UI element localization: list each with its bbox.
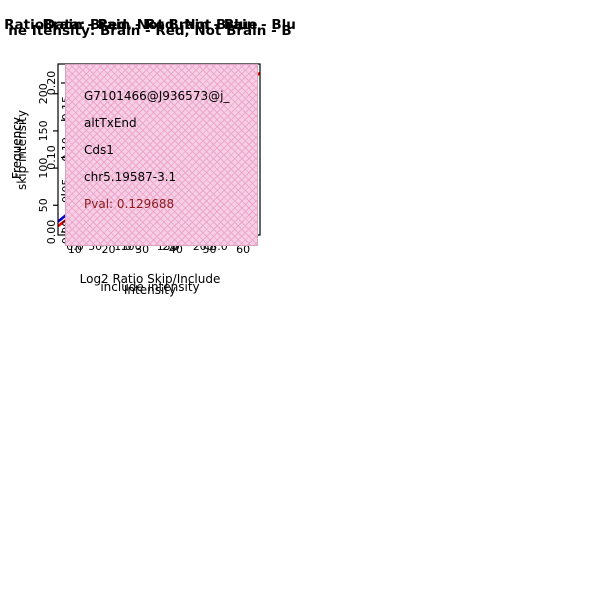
ratio-histogram-title-text: RatioData: Brain - Red, Not Brain - Blu [4, 17, 296, 33]
scatter-title: Brain - Red, Not Brain - Blue [0, 17, 300, 33]
info-box: G7101466@J936573@j_ altTxEnd Cds1 chr5.1… [65, 64, 258, 246]
svg-text:50: 50 [203, 243, 217, 256]
intensity-histogram-title: ne Itensity: Brain - Red, Not Brain - B [0, 23, 300, 39]
svg-text:150: 150 [37, 120, 50, 141]
svg-text:200: 200 [37, 83, 50, 104]
svg-text:0.0: 0.0 [66, 240, 84, 253]
svg-text:30: 30 [135, 243, 149, 256]
svg-text:60: 60 [236, 243, 250, 256]
intensity-histogram-title-text: ne Itensity: Brain - Red, Not Brain - B [8, 23, 292, 39]
intensity-histogram-xlabel: Intensity [123, 283, 177, 297]
info-box-pval: Pval: 0.129688 [84, 197, 175, 211]
scatter-title-text: Brain - Red, Not Brain - Blue [42, 17, 258, 33]
info-line-gene: Cds1 [84, 143, 114, 157]
info-line-locus: chr5.19587-3.1 [84, 170, 177, 184]
info-line-probe-id: G7101466@J936573@j_ [84, 89, 230, 103]
svg-text:0.05: 0.05 [60, 178, 73, 203]
svg-text:50: 50 [37, 198, 50, 212]
svg-text:0.10: 0.10 [60, 137, 73, 162]
svg-text:0.00: 0.00 [45, 220, 58, 245]
ratio-histogram-title: RatioData: Brain - Red, Not Brain - Blu [0, 17, 300, 33]
ratio-histogram-xlabel: Log2 Ratio Skip/Include [79, 272, 221, 286]
svg-text:100: 100 [37, 158, 50, 179]
info-line-event-type: altTxEnd [84, 116, 137, 130]
svg-text:0.15: 0.15 [60, 96, 73, 121]
svg-text:0.20: 0.20 [45, 71, 58, 96]
svg-text:0.00: 0.00 [60, 220, 73, 245]
svg-text:40: 40 [169, 243, 183, 256]
svg-text:10: 10 [68, 243, 82, 256]
svg-text:0.10: 0.10 [45, 145, 58, 170]
scatter-xlabel: include intensity [100, 280, 200, 294]
svg-text:20: 20 [102, 243, 116, 256]
panel-info: G7101466@J936573@j_ altTxEnd Cds1 chr5.1… [0, 0, 300, 300]
